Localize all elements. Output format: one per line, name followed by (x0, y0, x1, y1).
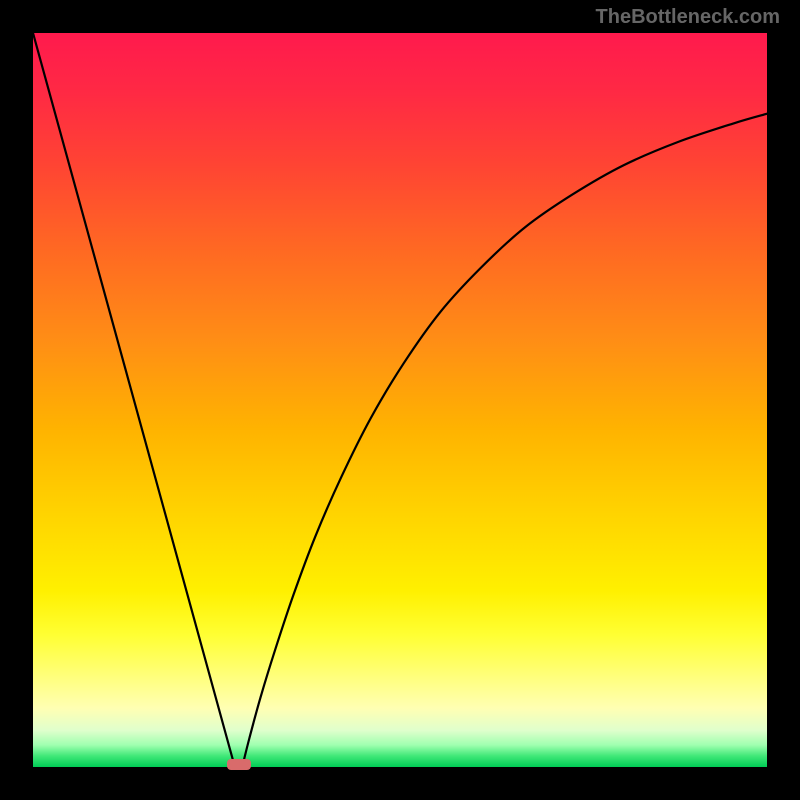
chart-container: TheBottleneck.com (0, 0, 800, 800)
watermark-text: TheBottleneck.com (596, 6, 780, 29)
minimum-marker (227, 759, 251, 770)
plot-area (33, 33, 767, 767)
curve-overlay (33, 33, 767, 767)
